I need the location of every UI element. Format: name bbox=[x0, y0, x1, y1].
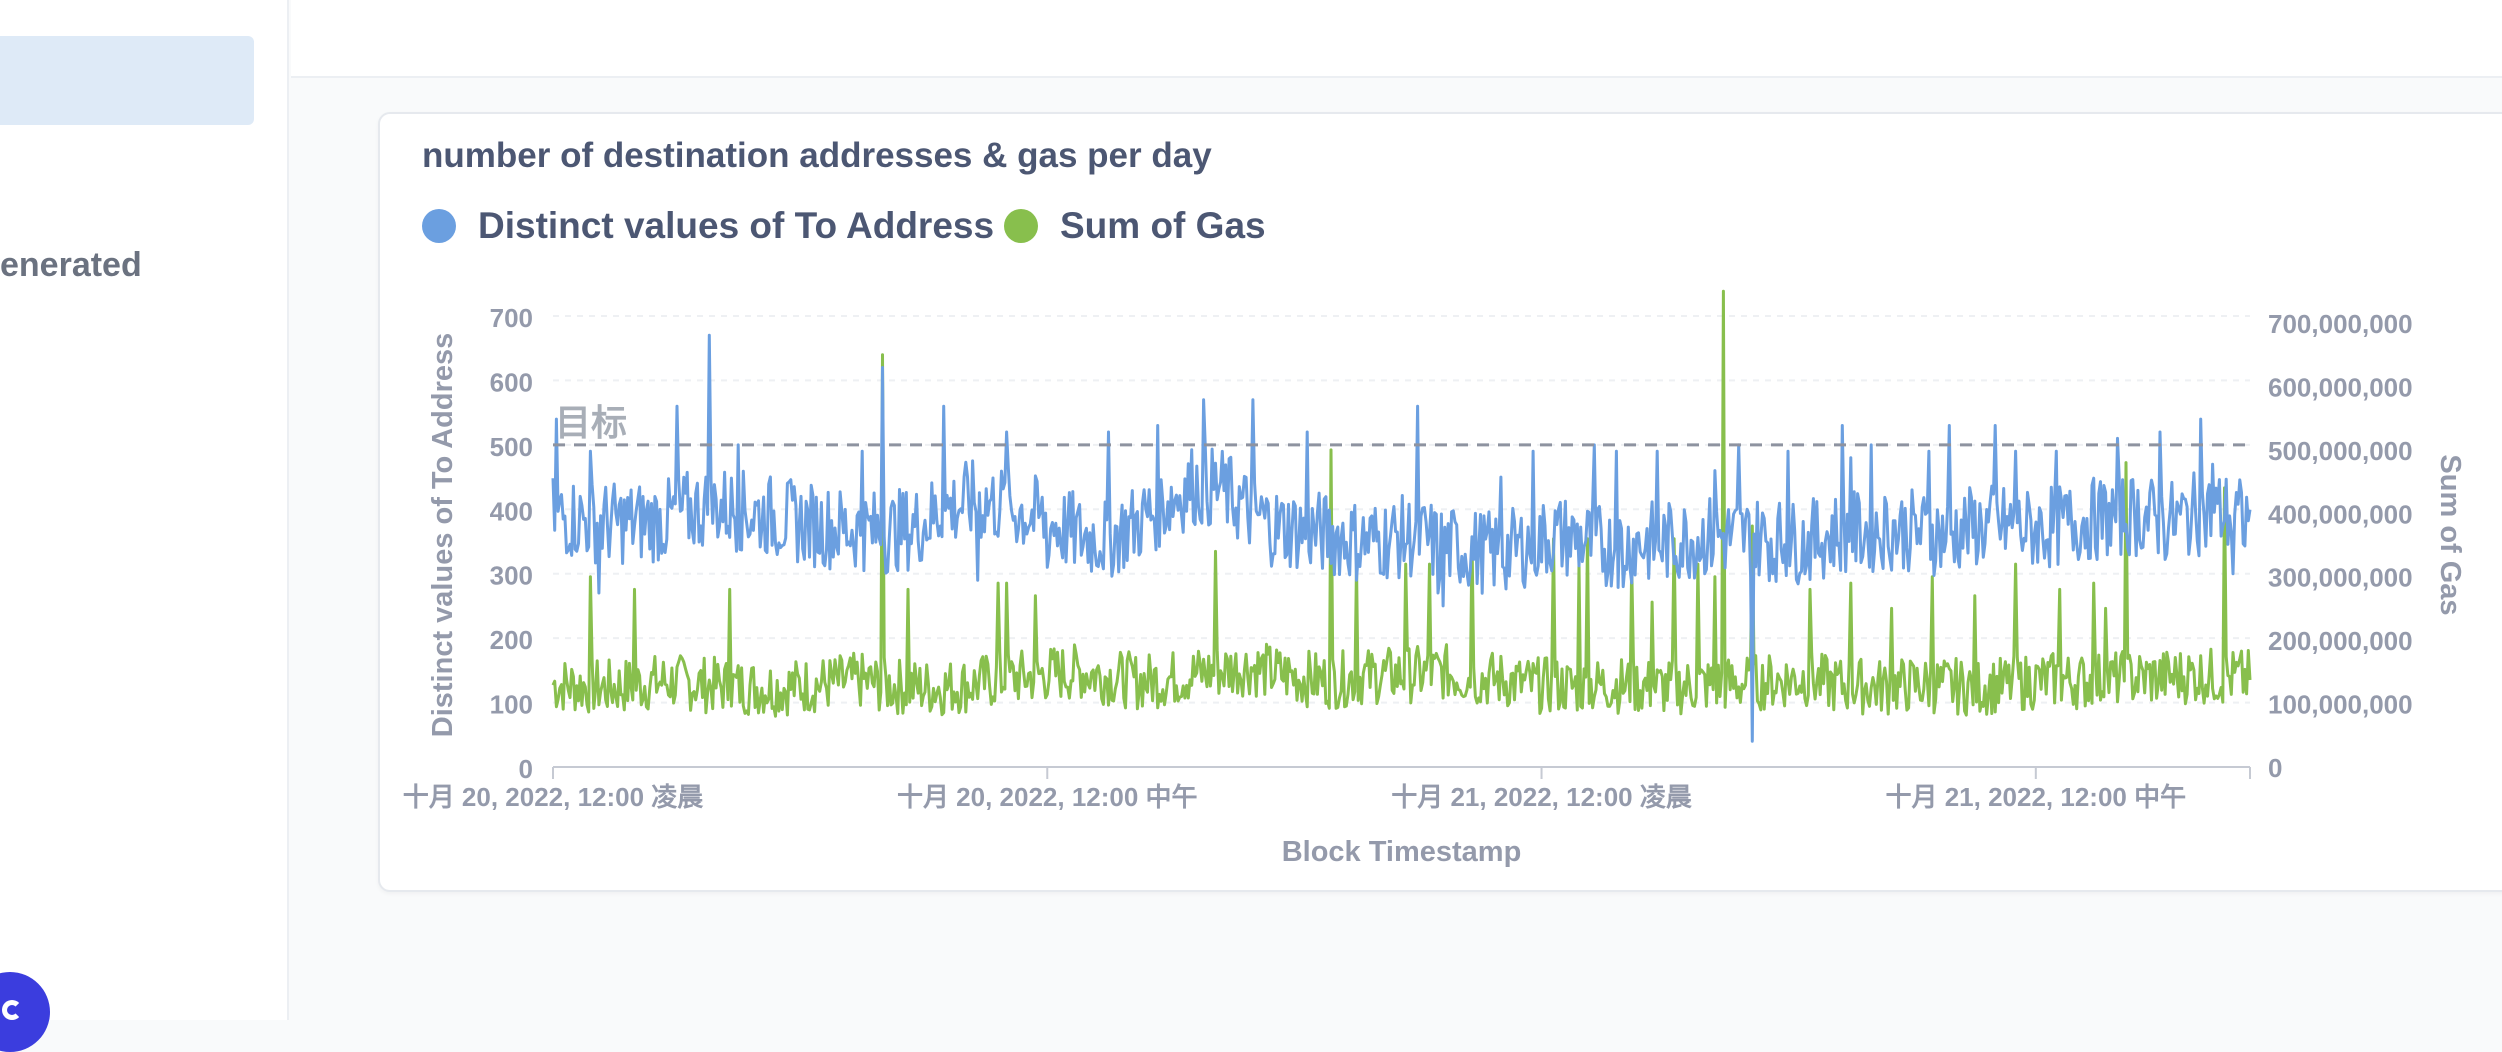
y-axis-title-left: Distinct values of To Address bbox=[427, 333, 459, 737]
sidebar: enerated bbox=[0, 0, 289, 1020]
y-tick-label-left: 100 bbox=[490, 690, 533, 720]
y-axis-title-right: Sum of Gas bbox=[2434, 454, 2466, 615]
y-tick-label-left: 300 bbox=[490, 561, 533, 591]
y-tick-label-right: 200,000,000 bbox=[2268, 626, 2413, 656]
y-tick-label-left: 0 bbox=[519, 754, 533, 784]
y-tick-label-right: 100,000,000 bbox=[2268, 690, 2413, 720]
x-tick-label: 十月 21, 2022, 12:00 凌晨 bbox=[1391, 782, 1693, 812]
legend-dot-icon bbox=[422, 209, 456, 243]
y-tick-label-left: 200 bbox=[490, 625, 533, 655]
legend-dot-icon bbox=[1004, 209, 1038, 243]
y-tick-label-left: 400 bbox=[490, 496, 533, 526]
goal-label: 目标 bbox=[555, 402, 627, 443]
legend-label: Distinct values of To Address bbox=[478, 205, 995, 246]
x-tick-label: 十月 21, 2022, 12:00 中午 bbox=[1886, 782, 2187, 812]
sidebar-item-label[interactable]: enerated bbox=[0, 246, 289, 285]
chart-plot: 0 100 200 300 400 500 600 700 0 100,000,000 200,00… bbox=[403, 289, 2466, 868]
y-tick-label-right: 300,000,000 bbox=[2268, 563, 2413, 593]
chart-title[interactable]: number of destination addresses & gas pe… bbox=[422, 136, 1212, 175]
help-icon bbox=[2, 1000, 22, 1020]
legend-item-to-address[interactable]: Distinct values of To Address bbox=[422, 200, 994, 252]
y-tick-label-right: 0 bbox=[2268, 753, 2282, 783]
y-tick-label-right: 600,000,000 bbox=[2268, 372, 2413, 402]
legend-item-sum-of-gas[interactable]: Sum of Gas bbox=[1004, 200, 1266, 252]
sidebar-item-selected[interactable] bbox=[0, 36, 254, 125]
legend-label: Sum of Gas bbox=[1060, 205, 1266, 246]
series-line-sum-of-gas bbox=[551, 289, 2252, 718]
y-tick-label-left: 500 bbox=[490, 432, 533, 462]
y-tick-label-left: 600 bbox=[490, 367, 533, 397]
x-tick-label: 十月 20, 2022, 12:00 中午 bbox=[897, 782, 1198, 812]
series-line-to-address bbox=[551, 333, 2252, 743]
x-tick-label: 十月 20, 2022, 12:00 凌晨 bbox=[403, 782, 705, 812]
y-tick-label-right: 700,000,000 bbox=[2268, 309, 2413, 339]
y-tick-label-right: 400,000,000 bbox=[2268, 499, 2413, 529]
y-tick-label-right: 500,000,000 bbox=[2268, 436, 2413, 466]
x-axis-title: Block Timestamp bbox=[1282, 836, 1522, 868]
top-bar bbox=[291, 0, 2502, 78]
y-tick-label-left: 700 bbox=[490, 303, 533, 333]
sidebar-item-text: enerated bbox=[0, 246, 142, 284]
